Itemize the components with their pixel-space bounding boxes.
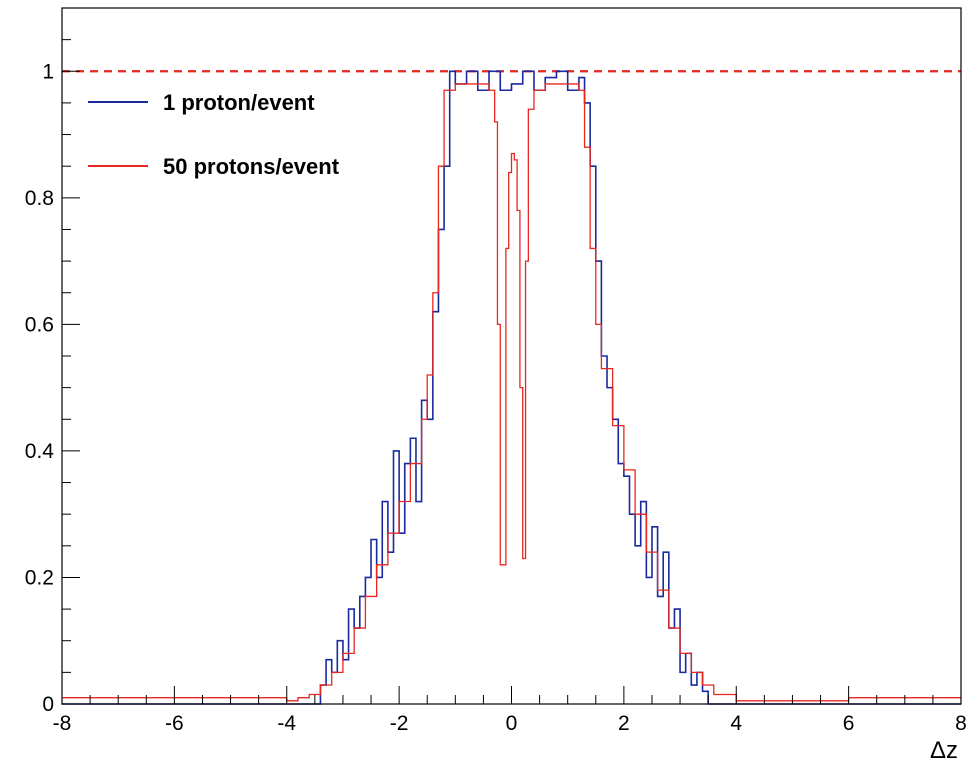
- x-tick-label: -8: [53, 712, 72, 735]
- y-tick-label: 0.4: [25, 440, 55, 463]
- series-line-2: [62, 83, 961, 702]
- x-tick-label: 6: [843, 712, 855, 735]
- x-tick-label: 8: [955, 712, 967, 735]
- y-tick-label: 1: [42, 60, 54, 83]
- x-tick-label: 4: [730, 712, 742, 735]
- legend-label-1: 1 proton/event: [163, 90, 315, 115]
- x-tick-label: 2: [618, 712, 630, 735]
- x-tick-label: -2: [390, 712, 409, 735]
- y-tick-label: 0: [42, 693, 54, 716]
- y-tick-label: 0.6: [25, 313, 54, 336]
- y-tick-label: 0.2: [25, 566, 54, 589]
- x-tick-label: -6: [165, 712, 184, 735]
- x-tick-label: -4: [277, 712, 296, 735]
- legend-label-2: 50 protons/event: [163, 154, 340, 179]
- x-tick-label: 0: [506, 712, 518, 735]
- y-tick-label: 0.8: [25, 187, 54, 210]
- x-axis-title: Δz: [930, 737, 958, 764]
